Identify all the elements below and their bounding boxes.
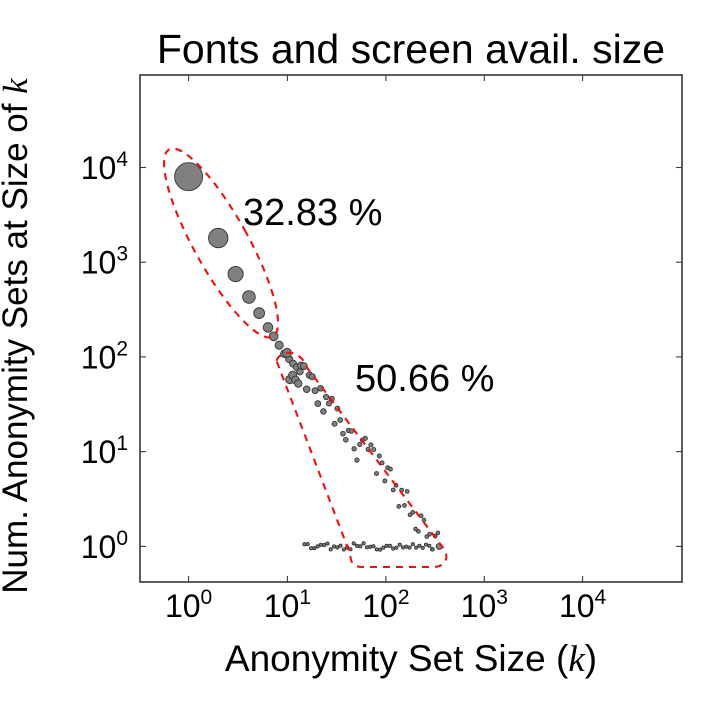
svg-text:Num. Anonymity Sets at Size of: Num. Anonymity Sets at Size of k xyxy=(0,77,35,594)
svg-text:32.83 %: 32.83 % xyxy=(243,192,382,234)
svg-text:Fonts and screen avail. size: Fonts and screen avail. size xyxy=(157,26,665,72)
svg-text:50.66 %: 50.66 % xyxy=(355,358,494,400)
svg-text:Anonymity Set Size (k): Anonymity Set Size (k) xyxy=(225,638,597,680)
